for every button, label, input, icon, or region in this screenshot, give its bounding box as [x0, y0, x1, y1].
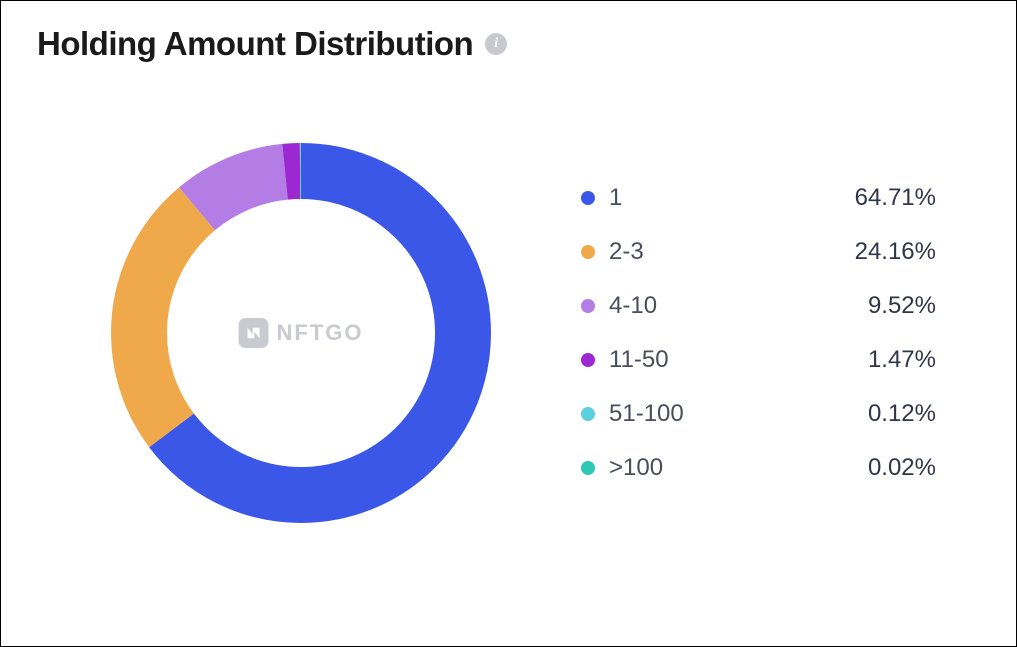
legend-row[interactable]: 11-50 1.47% — [581, 346, 936, 374]
legend-swatch — [581, 353, 595, 367]
legend-label: 11-50 — [609, 346, 669, 374]
info-icon[interactable]: i — [485, 33, 507, 55]
watermark-text: NFTGO — [277, 320, 364, 346]
legend-label: 2-3 — [609, 238, 644, 266]
legend-row[interactable]: 4-10 9.52% — [581, 292, 936, 320]
legend-swatch — [581, 461, 595, 475]
legend-row[interactable]: >100 0.02% — [581, 454, 936, 482]
legend-left: 51-100 — [581, 400, 826, 428]
legend-value: 0.12% — [826, 400, 936, 428]
legend-value: 0.02% — [826, 454, 936, 482]
legend-swatch — [581, 407, 595, 421]
chart-content: NFTGO 1 64.71% 2-3 24.16% 4-10 9.52% 11-50 1.47… — [1, 63, 1016, 543]
chart-header: Holding Amount Distribution i — [1, 1, 1016, 63]
donut-chart: NFTGO — [91, 123, 511, 543]
legend-label: 4-10 — [609, 292, 657, 320]
watermark-icon — [239, 318, 269, 348]
legend-label: >100 — [609, 454, 663, 482]
chart-title: Holding Amount Distribution — [37, 25, 473, 63]
legend-left: 2-3 — [581, 238, 826, 266]
legend-value: 24.16% — [826, 238, 936, 266]
legend-row[interactable]: 51-100 0.12% — [581, 400, 936, 428]
legend-value: 64.71% — [826, 184, 936, 212]
legend-swatch — [581, 245, 595, 259]
legend: 1 64.71% 2-3 24.16% 4-10 9.52% 11-50 1.47% 51-10… — [551, 184, 976, 482]
legend-label: 51-100 — [609, 400, 684, 428]
legend-row[interactable]: 1 64.71% — [581, 184, 936, 212]
legend-left: >100 — [581, 454, 826, 482]
legend-left: 4-10 — [581, 292, 826, 320]
legend-swatch — [581, 299, 595, 313]
watermark: NFTGO — [239, 318, 364, 348]
legend-left: 1 — [581, 184, 826, 212]
legend-value: 9.52% — [826, 292, 936, 320]
legend-value: 1.47% — [826, 346, 936, 374]
legend-label: 1 — [609, 184, 622, 212]
legend-left: 11-50 — [581, 346, 826, 374]
legend-swatch — [581, 191, 595, 205]
legend-row[interactable]: 2-3 24.16% — [581, 238, 936, 266]
